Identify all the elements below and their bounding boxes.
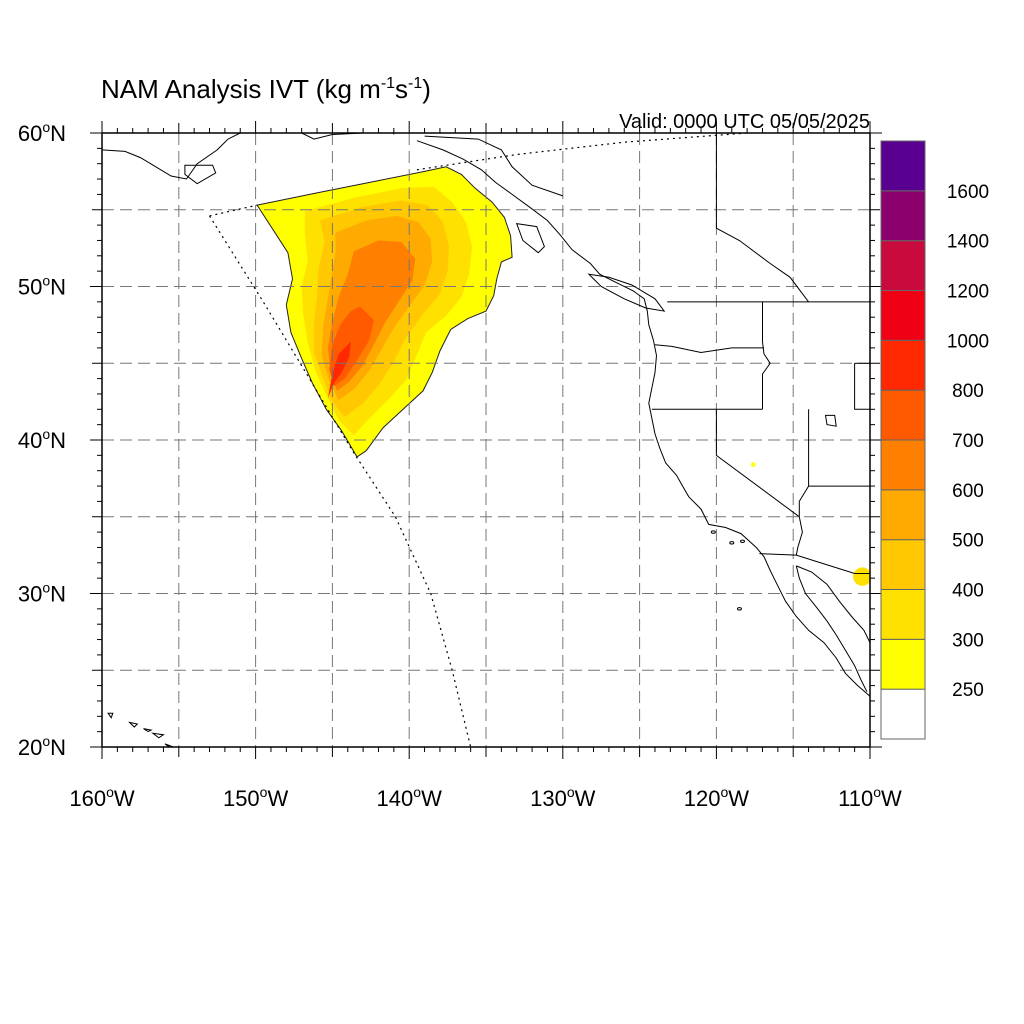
vancouver-island [587,273,666,312]
colorbar-swatch [880,489,926,541]
hawaii-island [128,721,139,728]
colorbar-label: 600 [952,481,984,502]
valid-time-label: Valid: 0000 UTC 05/05/2025 [619,111,870,133]
colorbar-swatch [880,240,926,292]
colorbar: 250 300 400 500 600 700 800 1000 1200 1400 1600 [880,140,989,740]
colorbar-label: 1600 [947,182,989,203]
colorbar-label: 1400 [947,232,989,253]
colorbar-swatch [880,389,926,441]
ivt-small-blob [853,567,870,586]
title-main: NAM Analysis IVT (kg m [101,74,381,104]
colorbar-label: 500 [952,531,984,552]
hawaii-island [143,728,153,733]
gridlines [102,133,870,747]
small-island [710,530,716,534]
haida-gwaii [515,222,545,254]
kodiak-island [184,164,217,185]
sonora-coast [796,565,870,643]
title-mid: s [395,74,408,104]
lat-tick-label: 30oN [18,580,66,607]
bc-alberta-border [715,133,809,303]
colorbar-swatch [880,290,926,341]
colorbar-swatch [880,439,926,491]
colorbar-label: 800 [952,381,984,402]
small-island [736,607,742,611]
colorbar-label: 250 [952,680,984,701]
wa-or-border [654,344,764,354]
lon-tick-label: 110oW [838,784,902,811]
model-domain-boundary [416,133,748,171]
lat-tick-label: 40oN [18,426,66,453]
alaska-peninsula-coast [102,133,241,180]
figure-title: NAM Analysis IVT (kg m-1s-1) [101,74,431,104]
colorbar-label: 700 [952,431,984,452]
lon-tick-label: 130oW [530,784,596,811]
colorbar-label: 1000 [947,331,989,352]
lat-tick-label: 20oN [18,733,66,760]
colorbar-swatch [880,140,926,192]
ivt-contour-level-7 [327,341,351,399]
colorbar-swatch [880,190,926,242]
wa-or-id-border [762,301,771,410]
plot-area [102,133,870,747]
colorbar-label: 300 [952,630,984,651]
title-sup2: -1 [408,75,422,92]
lon-tick-label: 120oW [684,784,750,811]
ivt-shading-layer [256,166,870,586]
colorbar-swatch [880,638,926,690]
lon-tick-label: 160oW [69,784,135,811]
axis-ticks [90,121,882,759]
us-mexico-border [759,553,870,574]
coastlines-and-borders [102,133,870,747]
lat-tick-label: 60oN [18,119,66,146]
model-domain-boundary [208,215,472,747]
small-island [729,541,735,545]
hawaii-island [107,712,114,719]
great-salt-lake [824,414,837,427]
ak-panhandle-border [424,135,563,197]
ca-az-border [795,516,803,556]
baja-east-coast [795,565,868,692]
ivt-small-blob [750,462,756,467]
nv-ut-az-border [798,409,810,517]
colorbar-swatch [880,589,926,640]
colorbar-swatch [880,688,926,740]
colorbar-label: 400 [952,581,984,602]
lon-tick-label: 150oW [223,784,289,811]
axis-tick-labels: 160oW 150oW 140oW 130oW 120oW 110oW 20oN 30oN 40… [18,119,902,811]
west-coastline [416,140,870,697]
title-sup1: -1 [381,75,395,92]
ivt-outer-boundary [256,166,513,458]
model-domain-boundary [209,204,258,217]
lon-tick-label: 140oW [377,784,443,811]
lat-tick-label: 50oN [18,273,66,300]
hawaii-island [150,732,165,739]
colorbar-swatch [880,339,926,391]
colorbar-swatch [880,539,926,591]
small-island [740,539,746,544]
ca-nv-border [715,409,800,518]
id-wy-border [854,363,870,410]
title-end: ) [422,74,431,104]
colorbar-label: 1200 [947,282,989,303]
